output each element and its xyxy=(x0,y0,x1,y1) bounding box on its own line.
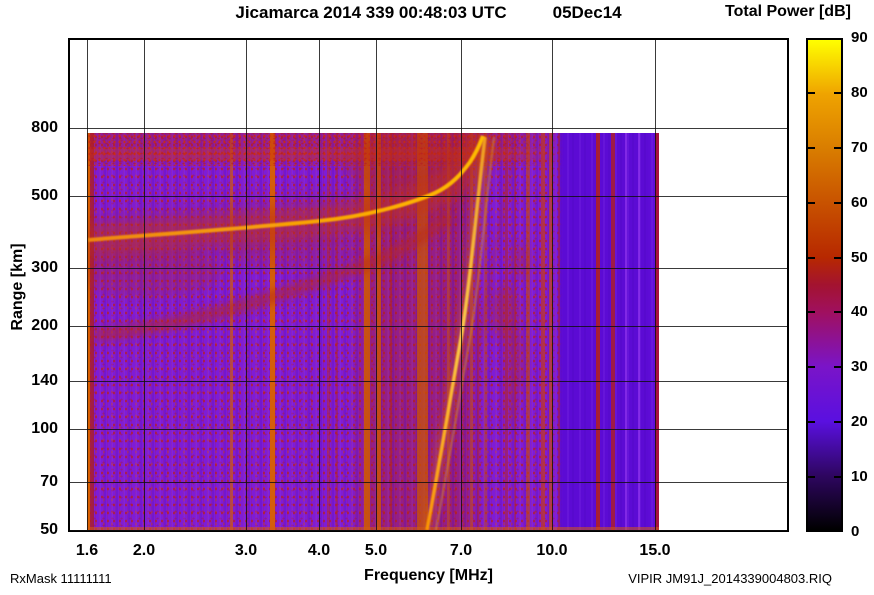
x-tick-label: 15.0 xyxy=(639,542,671,559)
y-tick-label: 140 xyxy=(31,372,58,389)
x-tick-label: 5.0 xyxy=(364,542,388,559)
colorbar-tick-label: 30 xyxy=(851,358,868,376)
rfi-stripe xyxy=(625,133,627,530)
y-tick-label: 300 xyxy=(31,259,58,276)
rfi-stripe xyxy=(655,133,659,530)
colorbar-tick-label: 90 xyxy=(851,29,868,46)
y-tick-label: 50 xyxy=(40,521,58,538)
colorbar-tick-label: 40 xyxy=(851,303,868,321)
colorbar-tick-mark xyxy=(834,311,841,314)
x-tick-label: 10.0 xyxy=(536,542,568,559)
rfi-stripe xyxy=(390,133,392,530)
colorbar-tick-mark xyxy=(834,421,841,424)
colorbar-tick-mark xyxy=(808,91,815,94)
colorbar-tick-label: 20 xyxy=(851,413,868,431)
rfi-stripe xyxy=(558,133,560,530)
rfi-stripe xyxy=(90,133,94,530)
trace-svg xyxy=(87,133,530,530)
colorbar-tick-label: 70 xyxy=(851,138,868,156)
y-tick-label: 800 xyxy=(31,119,58,136)
colorbar-tick-mark xyxy=(834,201,841,204)
rfi-stripe xyxy=(336,133,338,530)
colorbar-tick-label: 60 xyxy=(851,193,868,211)
plot-frame xyxy=(68,38,789,532)
colorbar-title: Total Power [dB] xyxy=(725,3,851,20)
y-tick-label: 70 xyxy=(40,473,58,490)
x-tick-label: 7.0 xyxy=(449,542,473,559)
speckle-blob xyxy=(491,285,519,341)
rfi-stripe xyxy=(638,133,640,530)
speckle-blob xyxy=(505,381,517,425)
rfi-stripe xyxy=(87,133,90,530)
y-tick-label: 500 xyxy=(31,187,58,204)
rfi-stripe xyxy=(364,133,370,530)
rfi-stripe xyxy=(447,133,450,530)
colorbar-tick-label: 50 xyxy=(851,248,868,266)
rfi-stripe xyxy=(611,133,615,530)
rfi-stripe xyxy=(270,133,275,530)
x-tick-label: 3.0 xyxy=(234,542,258,559)
plot-title-date: 05Dec14 xyxy=(552,3,622,22)
main-f-trace-core xyxy=(87,135,485,242)
colorbar-tick-label: 80 xyxy=(851,83,868,101)
y-tick-label: 100 xyxy=(31,420,58,437)
y-tick-label: 200 xyxy=(31,317,58,334)
gridline-horizontal xyxy=(70,530,787,531)
rfi-stripe xyxy=(477,133,479,530)
colorbar-tick-mark xyxy=(808,476,815,479)
x-tick-label: 4.0 xyxy=(307,542,331,559)
x-axis-label: Frequency [MHz] xyxy=(364,567,493,584)
colorbar-tick-mark xyxy=(808,201,815,204)
x-tick-label: 2.0 xyxy=(132,542,156,559)
footer-rxmask: RxMask 11111111 xyxy=(10,571,112,586)
colorbar-tick-mark xyxy=(808,256,815,259)
colorbar-tick-mark xyxy=(808,311,815,314)
colorbar-tick-mark xyxy=(834,91,841,94)
rfi-stripe xyxy=(417,133,428,530)
y-axis-label: Range [km] xyxy=(9,243,26,331)
colorbar-tick-mark xyxy=(834,476,841,479)
speckle-blob xyxy=(506,329,524,393)
colorbar-tick-mark xyxy=(834,366,841,369)
rfi-stripe xyxy=(327,133,330,530)
rfi-stripe xyxy=(541,133,545,530)
x-tick-label: 1.6 xyxy=(75,542,99,559)
rfi-stripe xyxy=(549,133,553,530)
colorbar-tick-mark xyxy=(834,256,841,259)
speckle-blobs xyxy=(87,137,530,425)
colorbar-tick-mark xyxy=(808,421,815,424)
rfi-stripe xyxy=(484,133,487,530)
oblique-trace-parallel xyxy=(434,136,496,530)
colorbar-tick-label: 10 xyxy=(851,468,868,486)
rfi-stripe xyxy=(596,133,600,530)
secondary-trace xyxy=(94,210,454,342)
rfi-stripe xyxy=(526,133,530,530)
plot-title: Jicamarca 2014 339 00:48:03 UTC 05Dec14 xyxy=(68,3,789,23)
colorbar-tick-label: 0 xyxy=(851,523,860,540)
xmode-trace xyxy=(476,162,513,351)
footer-filename: VIPIR JM91J_2014339004803.RIQ xyxy=(628,571,832,586)
plot-title-text: Jicamarca 2014 339 00:48:03 UTC xyxy=(235,3,507,22)
speckle-blob xyxy=(510,243,530,279)
colorbar xyxy=(806,38,843,532)
colorbar-tick-mark xyxy=(808,146,815,149)
colorbar-tick-mark xyxy=(808,366,815,369)
rfi-stripe xyxy=(377,133,381,530)
colorbar-tick-mark xyxy=(834,146,841,149)
heatmap xyxy=(87,133,659,530)
rfi-stripe xyxy=(230,133,233,530)
bottom-edge-band xyxy=(87,527,659,530)
gridline-horizontal xyxy=(70,128,787,129)
